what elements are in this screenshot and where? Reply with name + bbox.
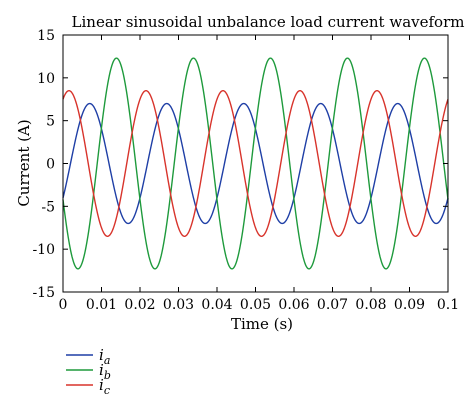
legend-label-ic: ic [99, 376, 110, 397]
x-tick-label: 0.06 [278, 297, 309, 313]
x-tick-label: 0 [59, 297, 68, 313]
x-tick-label: 0.04 [201, 297, 232, 313]
x-tick-label: 0.1 [437, 297, 459, 313]
chart-title: Linear sinusoidal unbalance load current… [72, 13, 465, 31]
x-tick-label: 0.05 [240, 297, 271, 313]
x-tick-label: 0.09 [394, 297, 425, 313]
x-axis-label: Time (s) [231, 315, 293, 333]
axis-ticks: 0 0.01 0.02 0.03 0.04 0.05 0.06 0.07 0.08 0.09 0.1… [32, 28, 459, 313]
y-tick-label: -15 [32, 285, 55, 301]
x-tick-label: 0.08 [355, 297, 386, 313]
series-line-ic [62, 89, 449, 238]
legend-label-ib: ib [99, 361, 111, 382]
y-tick-label: 15 [37, 28, 55, 44]
y-tick-label: -10 [32, 242, 55, 258]
series-line-ia [62, 102, 449, 225]
y-tick-label: -5 [41, 199, 55, 215]
x-tick-label: 0.02 [124, 297, 155, 313]
plot-frame [62, 34, 449, 293]
series-lines [62, 57, 449, 270]
x-tick-label: 0.03 [163, 297, 194, 313]
x-tick-label: 0.01 [86, 297, 117, 313]
x-tick-label: 0.07 [317, 297, 348, 313]
y-axis-label: Current (A) [15, 119, 33, 206]
legend-label-ia: ia [99, 346, 110, 367]
series-line-ib [62, 57, 449, 270]
y-tick-label: 0 [46, 157, 55, 173]
y-tick-label: 10 [37, 71, 55, 87]
y-tick-label: 5 [46, 114, 55, 130]
